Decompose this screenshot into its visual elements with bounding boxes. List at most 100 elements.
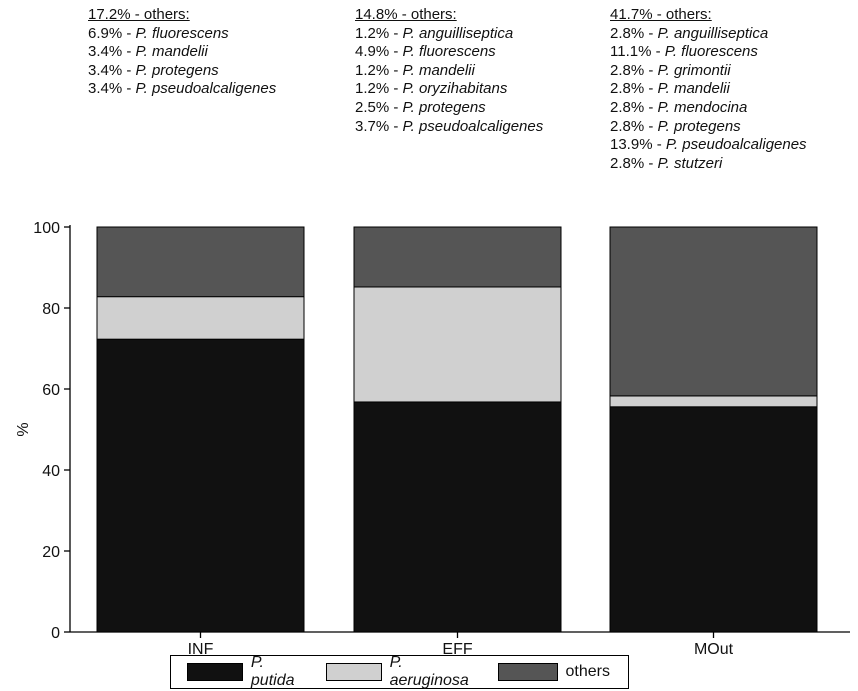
annotation-species: P. grimontii [657, 61, 731, 79]
annotation-item: 2.5% - P. protegens [355, 99, 543, 118]
annotation-pct: 2.8% [610, 117, 645, 135]
x-tick-label: INF [188, 641, 214, 658]
annotation-separator: - [644, 117, 658, 135]
annotation-item: 1.2% - P. mandelii [355, 62, 543, 81]
annotation-species: P. stutzeri [657, 154, 723, 172]
annotation-item: 2.8% - P. anguilliseptica [610, 25, 807, 44]
annotation-species: P. anguilliseptica [402, 24, 514, 42]
legend-item-others: others [497, 663, 610, 681]
bar-mout-p-aeruginosa [609, 395, 818, 408]
annotation-item: 2.8% - P. grimontii [610, 62, 807, 81]
bar-mout-p-putida [609, 406, 818, 633]
annotation-pct: 3.4% [88, 43, 123, 61]
annotation-species: P. protegens [657, 117, 741, 135]
chart-legend: P. putida P. aeruginosa others [170, 654, 629, 690]
y-tick-label: 40 [42, 463, 60, 480]
annotation-separator: - [389, 61, 403, 79]
annotation-pct: 2.8% [610, 61, 645, 79]
annotation-species: P. pseudoalcaligenes [135, 80, 277, 98]
annotation-pct: 1.2% [355, 24, 390, 42]
annotation-pct: 2.8% [610, 24, 645, 42]
y-tick-label: 60 [42, 382, 60, 399]
annotation-separator: - [122, 43, 136, 61]
annotation-pct: 3.4% [88, 61, 123, 79]
annotation-species: P. fluorescens [135, 24, 229, 42]
annotation-species: P. mandelii [402, 61, 475, 79]
annotation-species: P. pseudoalcaligenes [665, 136, 807, 154]
annotation-species: P. fluorescens [402, 43, 496, 61]
annotation-pct: 3.4% [88, 80, 123, 98]
annotation-pct: 2.8% [610, 80, 645, 98]
legend-item-p-putida: P. putida [187, 654, 308, 690]
x-tick-label: MOut [694, 641, 734, 658]
y-tick-label: 0 [51, 625, 60, 642]
annotation-item: 6.9% - P. fluorescens [88, 25, 276, 44]
annotation-block: 14.8% - others: 1.2% - P. anguilliseptica… [355, 6, 543, 136]
annotation-pct: 13.9% [610, 136, 653, 154]
annotation-pct: 1.2% [355, 61, 390, 79]
annotation-species: P. mandelii [135, 43, 208, 61]
y-tick-label: 20 [42, 544, 60, 561]
legend-item-p-aeruginosa: P. aeruginosa [325, 654, 480, 690]
annotation-pct: 11.1% [610, 43, 652, 61]
annotation-separator: - [644, 80, 658, 98]
legend-swatch-p-putida [187, 663, 243, 681]
annotation-separator: - [644, 154, 658, 172]
annotation-species: P. mandelii [657, 80, 730, 98]
annotation-item: 1.2% - P. anguilliseptica [355, 25, 543, 44]
annotation-item: 4.9% - P. fluorescens [355, 43, 543, 62]
chart-bars [96, 226, 818, 633]
annotation-species: P. mendocina [657, 98, 748, 116]
annotation-separator: - [389, 117, 403, 135]
legend-swatch-others [497, 663, 558, 681]
annotation-item: 3.4% - P. protegens [88, 62, 276, 81]
annotation-separator: - [389, 24, 403, 42]
annotation-item: 3.4% - P. mandelii [88, 43, 276, 62]
annotation-block: 41.7% - others: 2.8% - P. anguilliseptica… [610, 6, 807, 173]
x-tick-label: EFF [442, 641, 472, 658]
annotation-species: P. anguilliseptica [657, 24, 769, 42]
annotation-item: 13.9% - P. pseudoalcaligenes [610, 136, 807, 155]
annotation-pct: 2.8% [610, 154, 645, 172]
annotation-item: 2.8% - P. mandelii [610, 80, 807, 99]
legend-label-p-aeruginosa: P. aeruginosa [389, 654, 469, 689]
annotation-separator: - [389, 43, 403, 61]
annotation-item: 2.8% - P. mendocina [610, 99, 807, 118]
annotation-separator: - [122, 80, 136, 98]
annotation-block: 17.2% - others: 6.9% - P. fluorescens 3.4%… [88, 6, 276, 99]
bar-eff-others [353, 226, 562, 288]
annotation-separator: - [389, 98, 403, 116]
annotation-species: P. protegens [402, 98, 486, 116]
annotation-species: P. pseudoalcaligenes [402, 117, 544, 135]
annotation-separator: - [651, 43, 665, 61]
legend-label-others: others [565, 663, 610, 680]
annotation-species: P. oryzihabitans [402, 80, 508, 98]
annotation-species: P. fluorescens [664, 43, 758, 61]
bar-inf-p-putida [96, 338, 305, 633]
annotation-separator: - [644, 24, 658, 42]
annotation-item: 1.2% - P. oryzihabitans [355, 80, 543, 99]
annotation-header: 41.7% - others: [610, 6, 712, 23]
bar-inf-others [96, 226, 305, 298]
annotation-separator: - [122, 24, 136, 42]
legend-label-p-putida: P. putida [250, 654, 295, 689]
annotation-separator: - [652, 136, 666, 154]
annotation-pct: 3.7% [355, 117, 390, 135]
y-tick-label: 100 [33, 220, 60, 237]
annotation-item: 2.8% - P. protegens [610, 118, 807, 137]
annotation-pct: 4.9% [355, 43, 390, 61]
annotation-item: 11.1% - P. fluorescens [610, 43, 807, 62]
annotation-item: 2.8% - P. stutzeri [610, 155, 807, 174]
annotation-separator: - [644, 98, 658, 116]
annotation-pct: 2.5% [355, 98, 390, 116]
y-axis-label: % [15, 422, 32, 436]
annotation-item: 3.7% - P. pseudoalcaligenes [355, 118, 543, 137]
annotation-species: P. protegens [135, 61, 219, 79]
bar-eff-p-putida [353, 401, 562, 633]
annotation-header: 17.2% - others: [88, 6, 190, 23]
annotation-pct: 1.2% [355, 80, 390, 98]
annotation-item: 3.4% - P. pseudoalcaligenes [88, 80, 276, 99]
legend-swatch-p-aeruginosa [325, 663, 382, 681]
bar-eff-p-aeruginosa [353, 286, 562, 403]
